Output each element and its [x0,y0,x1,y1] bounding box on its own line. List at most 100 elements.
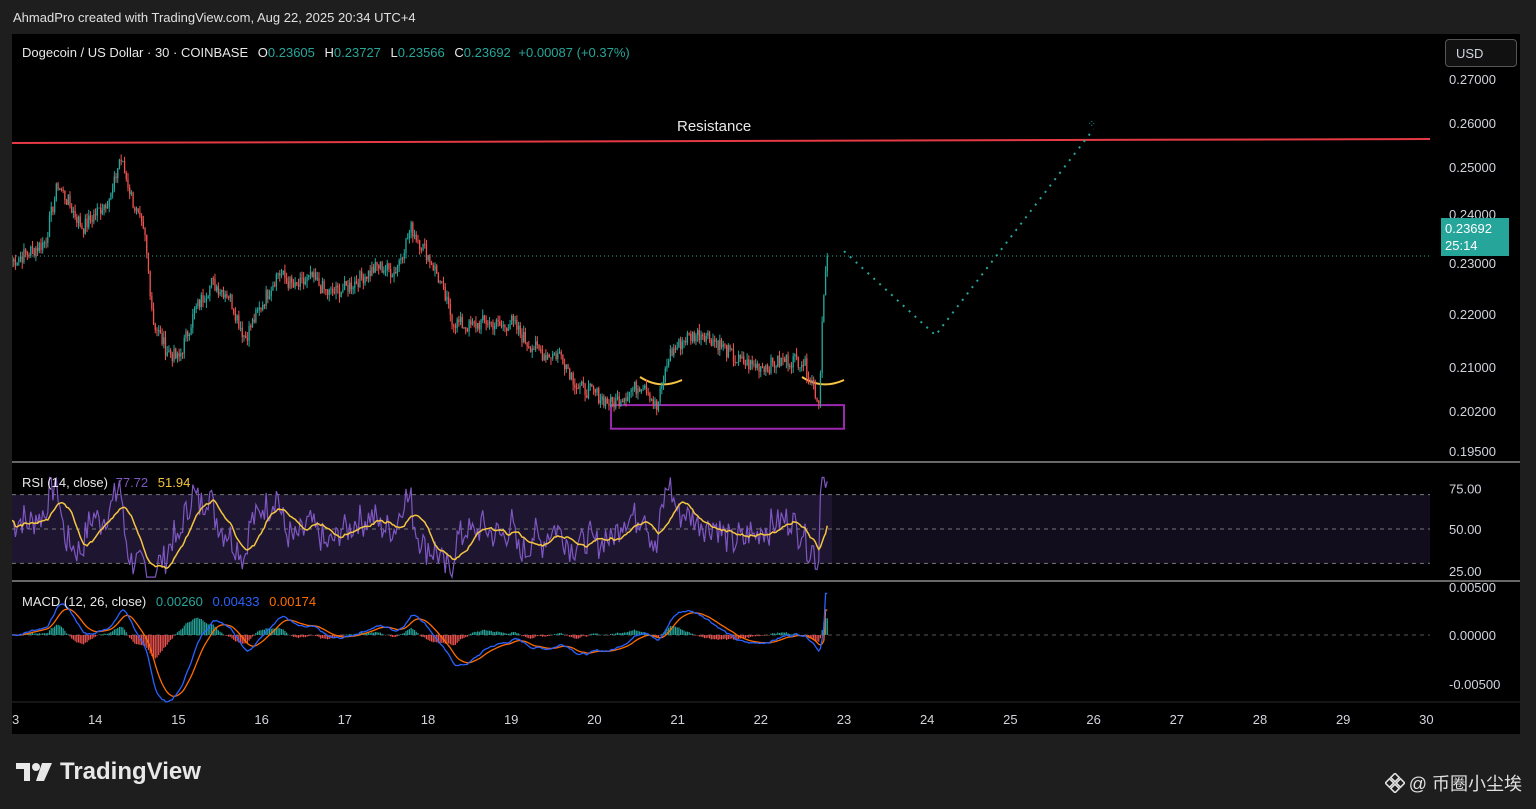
candle-body [770,357,772,374]
candle-body [209,285,211,297]
macd-hist-bar [376,632,378,635]
macd-hist-bar [465,635,467,638]
macd-hist-bar [690,633,692,635]
candle-body [671,349,673,356]
candle-body [396,266,399,274]
candle-body [447,296,450,304]
candle-body [176,353,179,359]
macd-hist-bar [79,635,81,644]
macd-hist-bar [180,629,182,635]
candle-body [661,384,663,389]
macd-hist-bar [712,635,714,640]
candle-body [499,321,501,326]
candle-body [294,282,296,288]
candle-body [21,256,23,263]
candle-body [652,399,654,405]
candle-body [89,215,92,220]
macd-hist-bar [378,632,380,635]
candle-body [272,285,274,291]
macd-hist-bar [412,629,414,635]
candle-body [695,335,697,342]
macd-hist-bar [115,628,117,635]
candle-body [418,240,421,249]
candle-body [31,247,34,249]
candle-body [118,159,121,169]
macd-hist-bar [164,635,167,647]
macd-hist-bar [720,635,723,640]
macd-hist-bar [760,635,762,636]
macd-hist-bar [639,631,641,635]
macd-hist-bar [156,635,158,658]
macd-hist-bar [458,635,460,642]
macd-hist-bar [744,635,747,639]
macd-hist-bar [277,627,279,635]
candle-body [686,333,689,343]
candle-body [584,383,586,396]
candle-body [384,270,387,272]
macd-hist-bar [620,632,622,635]
candle-body [461,316,463,329]
macd-hist-bar [616,632,619,635]
macd-hist-bar [535,635,537,637]
chart-frame[interactable]: ⁘ 0.27000 0.26000 0.25000 0.24000 0.23000 0.2… [12,34,1520,734]
candle-body [458,319,460,323]
macd-hist-bar [562,633,564,635]
candle-body [154,323,156,330]
candle-body [630,390,632,392]
macd-hist-bar [722,635,724,640]
chart-canvas[interactable]: ⁘ 0.270000.260000.250000.240000.230000.2… [12,34,1520,734]
macd-hist-bar [693,635,695,636]
candle-body [531,348,533,353]
macd-hist-bar [529,635,532,639]
macd-hist-bar [478,631,480,635]
candle-body [18,258,20,263]
candle-body [180,353,182,357]
macd-hist-bar [188,622,190,635]
candle-body [106,206,109,209]
candle-body [296,282,298,285]
macd-hist-bar [671,626,673,635]
macd-hist-bar [108,633,110,635]
candle-body [156,329,158,331]
macd-hist-bar [727,635,729,640]
macd-hist-bar [749,635,752,637]
macd-hist-bar [274,628,276,635]
candle-body [115,176,117,179]
macd-hist-bar [405,630,407,635]
candle-body [415,234,417,241]
macd-hist-bar [345,634,347,635]
candle-body [710,339,712,346]
candle-body [187,331,189,337]
candle-body [67,195,69,205]
candle-body [497,319,499,322]
candle-body [688,333,690,335]
candle-body [482,315,484,321]
macd-hist-bar [564,635,566,636]
candle-body [28,254,30,256]
macd-hist-bar [560,632,562,635]
candle-body [314,272,317,280]
macd-hist-bar [207,624,209,635]
macd-hist-bar [683,630,685,635]
macd-hist-bar [500,632,503,635]
macd-hist-bar [320,635,322,639]
candle-body [12,261,13,262]
macd-hist-bar [89,635,92,640]
macd-hist-bar [430,635,433,642]
macd-hist-bar [545,635,547,637]
candle-body [727,345,730,358]
candle-body [816,397,818,402]
candle-body [398,260,400,267]
candle-body [43,242,46,244]
currency-button[interactable]: USD [1445,39,1517,67]
macd-hist-bar [504,633,506,635]
macd-hist-bar [724,635,726,639]
macd-hist-bar [366,633,368,635]
candle-body [751,360,753,365]
macd-hist-bar [282,629,284,635]
tradingview-logo[interactable]: TradingView [16,758,201,786]
candle-body [662,381,665,385]
macd-hist-bar [268,628,271,635]
candle-body [500,325,503,327]
macd-hist-bar [270,628,272,635]
